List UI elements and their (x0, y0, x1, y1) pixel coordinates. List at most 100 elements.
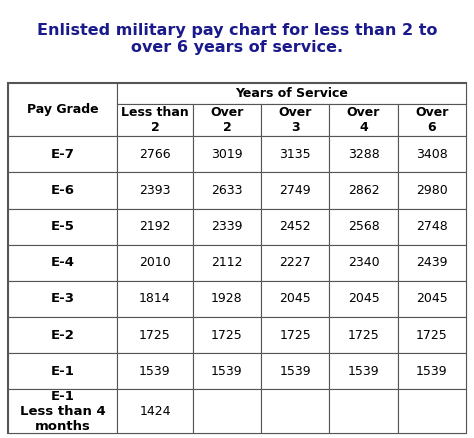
Bar (398, 317, 466, 353)
Bar (261, 136, 329, 173)
Text: Years of Service: Years of Service (235, 87, 348, 100)
Bar (261, 104, 329, 136)
Text: 1725: 1725 (347, 328, 379, 342)
Text: 1725: 1725 (139, 328, 171, 342)
Text: 1539: 1539 (211, 365, 243, 378)
Bar (398, 389, 466, 433)
Bar (193, 104, 261, 136)
Bar (193, 136, 261, 173)
Text: E-1
Less than 4
months: E-1 Less than 4 months (20, 390, 105, 433)
Bar (261, 389, 329, 433)
Bar (8, 389, 117, 433)
Bar (117, 389, 193, 433)
Text: 2010: 2010 (139, 256, 171, 269)
Bar (117, 83, 466, 104)
Text: 1814: 1814 (139, 293, 171, 305)
Text: 1725: 1725 (279, 328, 311, 342)
Text: 1928: 1928 (211, 293, 243, 305)
Text: 1539: 1539 (348, 365, 379, 378)
Text: 2339: 2339 (211, 220, 243, 233)
Bar (193, 245, 261, 281)
Bar (329, 281, 398, 317)
Bar (8, 281, 117, 317)
Bar (193, 317, 261, 353)
Bar (329, 317, 398, 353)
Bar (398, 136, 466, 173)
Text: 1539: 1539 (139, 365, 171, 378)
Text: 1424: 1424 (139, 405, 171, 417)
Bar (117, 104, 193, 136)
Bar (117, 136, 193, 173)
Text: 3288: 3288 (347, 148, 379, 161)
Text: 1725: 1725 (416, 328, 448, 342)
Bar (261, 317, 329, 353)
Text: 2633: 2633 (211, 184, 243, 197)
Text: E-6: E-6 (51, 184, 74, 197)
Bar (398, 353, 466, 389)
Text: 2766: 2766 (139, 148, 171, 161)
Bar (329, 389, 398, 433)
Text: 2045: 2045 (416, 293, 448, 305)
Bar (398, 208, 466, 245)
Bar (261, 208, 329, 245)
Text: Over
3: Over 3 (279, 106, 312, 134)
Bar (117, 245, 193, 281)
Text: 2393: 2393 (139, 184, 171, 197)
Text: 2748: 2748 (416, 220, 448, 233)
Text: 2340: 2340 (348, 256, 379, 269)
Bar (193, 353, 261, 389)
Bar (329, 136, 398, 173)
Text: 3408: 3408 (416, 148, 448, 161)
Bar (8, 136, 117, 173)
Bar (329, 173, 398, 208)
Text: 2980: 2980 (416, 184, 448, 197)
Bar (8, 245, 117, 281)
Bar (398, 173, 466, 208)
Bar (193, 389, 261, 433)
Text: E-4: E-4 (51, 256, 74, 269)
Bar (261, 245, 329, 281)
Bar (8, 317, 117, 353)
Bar (8, 173, 117, 208)
Bar (8, 208, 117, 245)
Bar (193, 173, 261, 208)
Text: 3135: 3135 (279, 148, 311, 161)
Text: 2112: 2112 (211, 256, 243, 269)
Text: E-3: E-3 (51, 293, 74, 305)
Text: E-2: E-2 (51, 328, 74, 342)
Bar (329, 104, 398, 136)
Text: 2192: 2192 (139, 220, 171, 233)
Bar (329, 208, 398, 245)
Text: Pay Grade: Pay Grade (27, 103, 99, 116)
Text: E-1: E-1 (51, 365, 74, 378)
Text: 3019: 3019 (211, 148, 243, 161)
Text: 2749: 2749 (279, 184, 311, 197)
Text: 1539: 1539 (416, 365, 447, 378)
Text: 2452: 2452 (279, 220, 311, 233)
Bar (329, 353, 398, 389)
Text: 1539: 1539 (279, 365, 311, 378)
Bar (8, 353, 117, 389)
Bar (117, 173, 193, 208)
Bar (193, 208, 261, 245)
Text: 2862: 2862 (348, 184, 379, 197)
Bar (117, 281, 193, 317)
Bar (193, 281, 261, 317)
Text: 2568: 2568 (347, 220, 379, 233)
Bar (398, 281, 466, 317)
Bar (398, 104, 466, 136)
Text: 2227: 2227 (279, 256, 311, 269)
Bar (8, 83, 117, 136)
Text: Over
4: Over 4 (347, 106, 380, 134)
Bar (261, 173, 329, 208)
Bar (117, 208, 193, 245)
Text: 2439: 2439 (416, 256, 447, 269)
Text: Over
2: Over 2 (210, 106, 244, 134)
Text: E-7: E-7 (51, 148, 74, 161)
Text: 2045: 2045 (279, 293, 311, 305)
Text: Enlisted military pay chart for less than 2 to
over 6 years of service.: Enlisted military pay chart for less tha… (37, 23, 437, 55)
Bar (117, 317, 193, 353)
Bar (261, 353, 329, 389)
Text: E-5: E-5 (51, 220, 74, 233)
Bar (117, 353, 193, 389)
